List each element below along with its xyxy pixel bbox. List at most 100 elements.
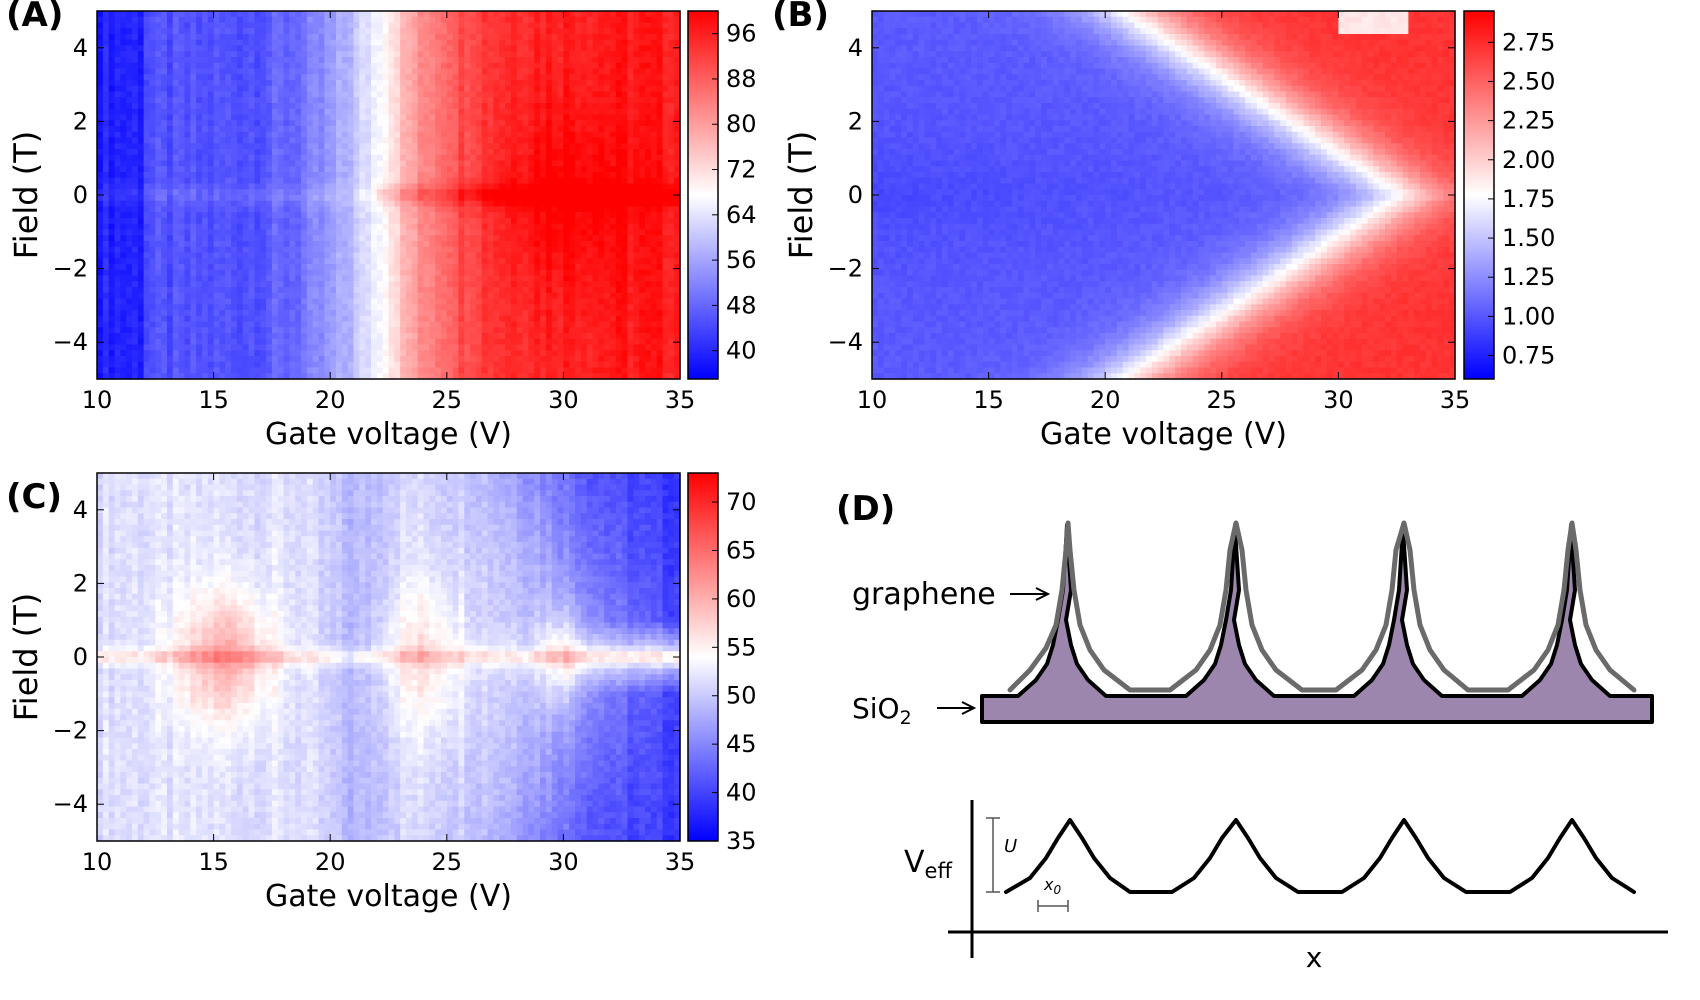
heatmap-cell <box>499 241 506 248</box>
heatmap-cell <box>610 275 617 282</box>
heatmap-cell <box>458 143 465 150</box>
heatmap-cell <box>534 68 541 75</box>
heatmap-cell <box>225 166 232 173</box>
heatmap-cell <box>178 287 186 294</box>
heatmap-cell <box>371 143 378 150</box>
heatmap-cell <box>365 16 372 24</box>
heatmap-cell <box>120 287 127 294</box>
heatmap-cell <box>493 218 500 225</box>
heatmap-cell <box>126 212 133 219</box>
heatmap-cell <box>569 22 576 29</box>
heatmap-cell <box>306 34 314 41</box>
heatmap-cell <box>347 212 355 219</box>
heatmap-cell <box>201 183 209 190</box>
heatmap-cell <box>604 85 611 93</box>
heatmap-cell <box>178 108 186 116</box>
heatmap-cell <box>435 281 442 288</box>
heatmap-cell <box>137 200 145 208</box>
heatmap-cell <box>662 246 669 254</box>
heatmap-cell <box>435 212 442 219</box>
heatmap-cell <box>417 235 425 242</box>
heatmap-cell <box>499 34 506 41</box>
heatmap-cell <box>102 275 110 282</box>
heatmap-cell <box>341 252 349 259</box>
heatmap-cell <box>161 39 168 47</box>
heatmap-cell <box>446 160 454 167</box>
heatmap-cell <box>493 28 500 35</box>
heatmap-cell <box>312 137 320 144</box>
heatmap-cell <box>231 120 238 127</box>
heatmap-cell <box>242 200 250 208</box>
heatmap-cell <box>231 149 238 156</box>
heatmap-cell <box>522 137 530 144</box>
heatmap-cell <box>674 126 681 133</box>
heatmap-cell <box>633 34 640 41</box>
heatmap-cell <box>254 51 261 58</box>
heatmap-cell <box>306 235 314 242</box>
heatmap-cell <box>627 154 634 162</box>
heatmap-cell <box>464 172 471 179</box>
heatmap-cell <box>598 183 605 190</box>
heatmap-cell <box>604 264 611 271</box>
heatmap-cell <box>621 57 629 64</box>
heatmap-cell <box>621 39 629 47</box>
heatmap-cell <box>108 16 116 24</box>
heatmap-cell <box>365 281 372 288</box>
heatmap-cell <box>178 246 186 254</box>
heatmap-cell <box>411 91 419 98</box>
heatmap-cell <box>499 57 506 64</box>
heatmap-cell <box>458 218 465 225</box>
heatmap-cell <box>289 177 296 185</box>
heatmap-cell <box>289 16 296 24</box>
heatmap-cell <box>126 200 133 208</box>
heatmap-cell <box>131 200 139 208</box>
heatmap-cell <box>184 229 191 236</box>
heatmap-cell <box>242 235 250 242</box>
heatmap-cell <box>545 269 553 277</box>
heatmap-cell <box>551 246 559 254</box>
heatmap-cell <box>347 172 355 179</box>
heatmap-cell <box>534 45 541 52</box>
heatmap-cell <box>102 287 110 294</box>
heatmap-cell <box>149 45 156 52</box>
heatmap-cell <box>487 269 495 277</box>
heatmap-cell <box>598 131 605 139</box>
heatmap-cell <box>645 126 652 133</box>
heatmap-cell <box>394 229 401 236</box>
heatmap-cell <box>149 114 156 121</box>
heatmap-cell <box>289 252 296 259</box>
heatmap-cell <box>621 160 629 167</box>
heatmap-cell <box>586 269 594 277</box>
heatmap-cell <box>440 206 448 213</box>
heatmap-cell <box>266 235 273 242</box>
heatmap-cell <box>405 34 413 41</box>
heatmap-cell <box>271 80 279 87</box>
heatmap-cell <box>540 108 547 116</box>
heatmap-cell <box>446 269 454 277</box>
heatmap-cell <box>534 218 541 225</box>
heatmap-cell <box>312 80 320 87</box>
heatmap-cell <box>330 126 337 133</box>
heatmap-cell <box>184 212 191 219</box>
heatmap-cell <box>155 229 162 236</box>
heatmap-cell <box>324 241 331 248</box>
heatmap-cell <box>260 166 267 173</box>
heatmap-cell <box>586 74 594 81</box>
heatmap-cell <box>580 97 588 104</box>
heatmap-cell <box>621 166 629 173</box>
heatmap-cell <box>236 229 244 236</box>
heatmap-cell <box>545 85 553 93</box>
heatmap-cell <box>330 281 337 288</box>
heatmap-cell <box>586 160 594 167</box>
heatmap-cell <box>505 166 512 173</box>
heatmap-cell <box>493 206 500 213</box>
heatmap-cell <box>161 292 168 300</box>
heatmap-cell <box>336 258 343 265</box>
heatmap-cell <box>650 97 658 104</box>
heatmap-cell <box>633 281 640 288</box>
heatmap-cell <box>592 39 599 47</box>
heatmap-cell <box>627 57 634 64</box>
heatmap-cell <box>633 91 640 98</box>
heatmap-cell <box>225 241 232 248</box>
heatmap-cell <box>301 74 308 81</box>
